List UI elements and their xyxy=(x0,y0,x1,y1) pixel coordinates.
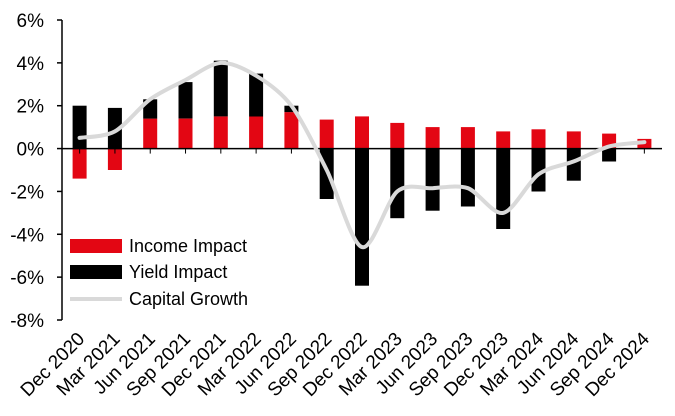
legend-swatch-income-impact xyxy=(70,239,122,253)
y-tick-labels: 6% 4% 2% 0% -2% -4% -6% -8% xyxy=(10,11,44,332)
y-tick-label-2: 2% xyxy=(17,97,45,118)
bar-yield-impact-dec-2023 xyxy=(496,148,511,229)
bar-income-impact-dec-2022 xyxy=(355,116,369,149)
bar-yield-impact-sep-2024 xyxy=(602,148,617,162)
bar-yield-impact-jun-2024 xyxy=(566,148,581,181)
bar-income-impact-sep-2022 xyxy=(319,119,334,149)
legend: Income Impact Yield Impact Capital Growt… xyxy=(70,236,248,309)
bar-income-impact-mar-2021 xyxy=(107,148,122,170)
line-capital-growth xyxy=(77,60,647,250)
legend-swatch-yield-impact xyxy=(70,265,122,279)
bar-income-impact-mar-2022 xyxy=(249,116,264,149)
bar-yield-impact-dec-2021 xyxy=(213,60,228,117)
bar-yield-impact-sep-2023 xyxy=(460,148,475,207)
y-tick-label-5: -4% xyxy=(10,225,44,246)
y-tick-label-1: 4% xyxy=(17,54,45,75)
bar-income-impact-jun-2023 xyxy=(425,127,440,149)
y-tick-label-7: -8% xyxy=(10,311,44,332)
bar-income-impact-jun-2022 xyxy=(284,112,299,149)
legend-label-income-impact: Income Impact xyxy=(129,236,247,256)
bar-yield-impact-dec-2020 xyxy=(72,105,87,149)
y-tick-label-6: -6% xyxy=(10,268,44,289)
zero-line-layer xyxy=(62,147,662,154)
bar-income-impact-mar-2023 xyxy=(390,122,405,149)
y-axis xyxy=(57,19,63,321)
bar-yield-impact-mar-2022 xyxy=(249,73,264,117)
bar-income-impact-mar-2024 xyxy=(531,129,546,149)
bar-yield-impact-dec-2022 xyxy=(355,148,369,286)
y-tick-label-0: 6% xyxy=(17,11,45,32)
y-tick-label-3: 0% xyxy=(17,140,45,161)
bar-income-impact-jun-2024 xyxy=(566,131,581,149)
y-tick-label-4: -2% xyxy=(10,182,44,203)
bars-layer xyxy=(72,60,652,286)
bar-yield-impact-jun-2023 xyxy=(425,148,440,211)
bar-yield-impact-mar-2024 xyxy=(531,148,546,192)
bar-income-impact-dec-2020 xyxy=(72,148,87,179)
legend-label-capital-growth: Capital Growth xyxy=(129,289,248,309)
capital-growth-line-layer xyxy=(77,60,647,250)
bar-yield-impact-mar-2021 xyxy=(107,107,122,149)
bar-income-impact-jun-2021 xyxy=(143,118,158,149)
bar-income-impact-sep-2021 xyxy=(178,118,193,149)
bar-yield-impact-mar-2023 xyxy=(390,148,405,219)
bar-income-impact-dec-2021 xyxy=(213,116,228,149)
legend-label-yield-impact: Yield Impact xyxy=(129,262,227,282)
bar-income-impact-sep-2023 xyxy=(460,127,475,149)
bar-yield-impact-sep-2021 xyxy=(178,82,193,119)
bar-income-impact-dec-2023 xyxy=(496,131,511,149)
